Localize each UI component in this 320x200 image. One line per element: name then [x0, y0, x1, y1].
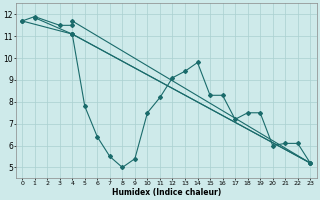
X-axis label: Humidex (Indice chaleur): Humidex (Indice chaleur): [112, 188, 221, 197]
